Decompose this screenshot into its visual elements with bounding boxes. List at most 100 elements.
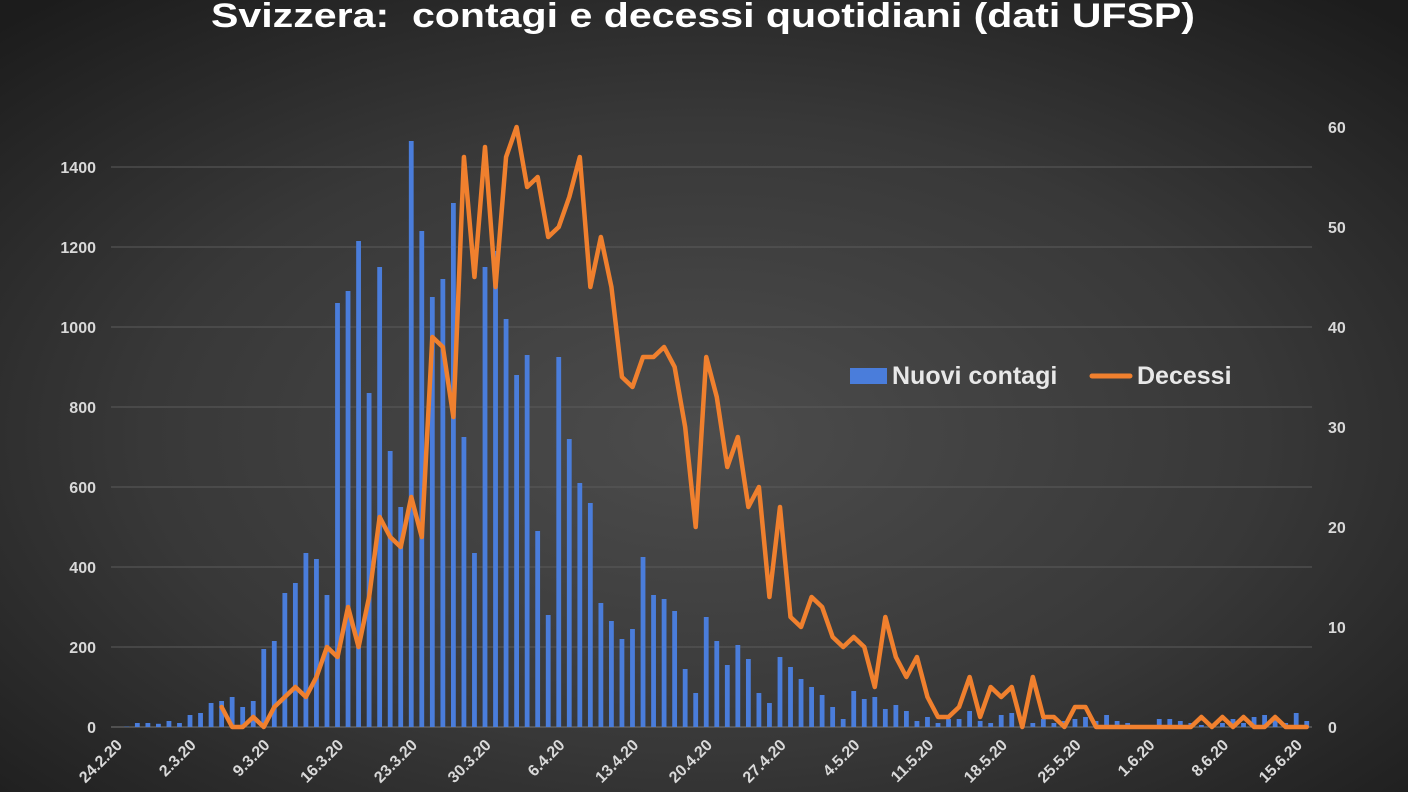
y-right-tick-label: 0 xyxy=(1328,720,1337,737)
legend-entry-nuovi-contagi: Nuovi contagi xyxy=(850,362,1057,390)
bar-nuovi-contagi xyxy=(1220,723,1225,727)
bar-nuovi-contagi xyxy=(1251,717,1257,727)
bar-nuovi-contagi xyxy=(429,297,435,727)
bar-nuovi-contagi xyxy=(450,203,456,727)
bar-nuovi-contagi xyxy=(682,669,688,727)
legend-entry-decessi: Decessi xyxy=(1089,362,1232,390)
bar-nuovi-contagi xyxy=(693,693,699,727)
y-right-tick-label: 30 xyxy=(1328,420,1346,437)
bar-nuovi-contagi xyxy=(788,667,793,727)
y-left-tick-label: 0 xyxy=(87,720,96,737)
y-right-tick-label: 10 xyxy=(1328,620,1346,637)
bar-nuovi-contagi xyxy=(967,711,973,727)
series-nuovi-contagi xyxy=(124,141,1310,727)
series-line-decessi xyxy=(219,124,1309,730)
bar-nuovi-contagi xyxy=(366,393,372,727)
bar-nuovi-contagi xyxy=(166,721,172,727)
bar-nuovi-contagi xyxy=(398,507,404,727)
bar-nuovi-contagi xyxy=(408,141,414,727)
bar-nuovi-contagi xyxy=(893,705,899,727)
bar-nuovi-contagi xyxy=(229,697,235,727)
bar-nuovi-contagi xyxy=(598,603,604,727)
bar-nuovi-contagi xyxy=(535,531,541,727)
y-right-tick-label: 20 xyxy=(1328,520,1346,537)
bar-nuovi-contagi xyxy=(282,593,288,727)
bar-nuovi-contagi xyxy=(419,231,425,727)
legend-swatch-nuovi-contagi xyxy=(850,368,887,384)
bar-nuovi-contagi xyxy=(925,717,930,727)
bar-nuovi-contagi xyxy=(745,659,751,727)
y-right-tick-label: 50 xyxy=(1328,220,1346,237)
bar-nuovi-contagi xyxy=(988,723,994,727)
bar-nuovi-contagi xyxy=(977,721,983,727)
bar-nuovi-contagi xyxy=(1072,719,1078,727)
bar-nuovi-contagi xyxy=(1040,719,1046,727)
legend-label-nuovi-contagi: Nuovi contagi xyxy=(892,362,1057,390)
bar-nuovi-contagi xyxy=(556,357,562,727)
bar-nuovi-contagi xyxy=(356,241,361,727)
bar-nuovi-contagi xyxy=(809,687,814,727)
bar-nuovi-contagi xyxy=(840,719,846,727)
bar-nuovi-contagi xyxy=(387,451,393,727)
bar-nuovi-contagi xyxy=(482,267,488,727)
y-left-tick-label: 800 xyxy=(69,400,96,417)
bar-nuovi-contagi xyxy=(472,553,477,727)
legend-label-decessi: Decessi xyxy=(1137,362,1232,390)
bar-nuovi-contagi xyxy=(545,615,551,727)
bar-nuovi-contagi xyxy=(714,641,720,727)
bar-nuovi-contagi xyxy=(1177,721,1183,727)
bar-nuovi-contagi xyxy=(440,279,446,727)
bar-nuovi-contagi xyxy=(819,695,825,727)
chart-title: Svizzera: contagi e decessi quotidiani (… xyxy=(211,0,1195,35)
y-left-tick-label: 1400 xyxy=(60,160,96,177)
bar-nuovi-contagi xyxy=(187,715,193,727)
bar-nuovi-contagi xyxy=(609,621,614,727)
legend: Nuovi contagi Decessi xyxy=(850,362,1232,390)
bar-nuovi-contagi xyxy=(703,617,709,727)
bar-nuovi-contagi xyxy=(303,553,309,727)
bar-nuovi-contagi xyxy=(461,437,467,727)
bar-nuovi-contagi xyxy=(640,557,646,727)
bar-nuovi-contagi xyxy=(872,697,878,727)
y-left-tick-label: 400 xyxy=(69,560,96,577)
bar-nuovi-contagi xyxy=(1156,719,1162,727)
bar-nuovi-contagi xyxy=(271,641,277,727)
gridlines xyxy=(111,166,1312,648)
bar-nuovi-contagi xyxy=(198,713,203,727)
bar-nuovi-contagi xyxy=(651,595,656,727)
bar-nuovi-contagi xyxy=(292,583,298,727)
bar-nuovi-contagi xyxy=(587,503,593,727)
bar-nuovi-contagi xyxy=(914,721,920,727)
bar-nuovi-contagi xyxy=(1167,719,1173,727)
bar-nuovi-contagi xyxy=(324,595,330,727)
y-right-tick-label: 40 xyxy=(1328,320,1346,337)
bar-nuovi-contagi xyxy=(566,439,572,727)
bar-nuovi-contagi xyxy=(524,355,530,727)
bar-nuovi-contagi xyxy=(134,723,140,727)
bar-nuovi-contagi xyxy=(219,701,225,727)
bar-nuovi-contagi xyxy=(1030,723,1036,727)
bar-nuovi-contagi xyxy=(903,711,909,727)
bar-nuovi-contagi xyxy=(145,723,151,727)
bar-nuovi-contagi xyxy=(672,611,678,727)
bar-nuovi-contagi xyxy=(1272,717,1278,727)
bar-nuovi-contagi xyxy=(946,719,951,727)
bar-nuovi-contagi xyxy=(619,639,625,727)
bar-nuovi-contagi xyxy=(514,375,520,727)
bar-nuovi-contagi xyxy=(630,629,635,727)
bar-nuovi-contagi xyxy=(724,665,730,727)
bar-nuovi-contagi xyxy=(1083,717,1088,727)
bar-nuovi-contagi xyxy=(335,303,340,727)
bar-nuovi-contagi xyxy=(314,559,319,727)
bar-nuovi-contagi xyxy=(998,715,1004,727)
bar-nuovi-contagi xyxy=(1051,723,1057,727)
y-left-tick-label: 1000 xyxy=(60,320,96,337)
bar-nuovi-contagi xyxy=(1241,723,1246,727)
bar-nuovi-contagi xyxy=(1262,715,1267,727)
bar-nuovi-contagi xyxy=(756,693,762,727)
y-left-tick-label: 1200 xyxy=(60,240,96,257)
bar-nuovi-contagi xyxy=(861,699,867,727)
bar-nuovi-contagi xyxy=(735,645,741,727)
bar-nuovi-contagi xyxy=(577,483,583,727)
